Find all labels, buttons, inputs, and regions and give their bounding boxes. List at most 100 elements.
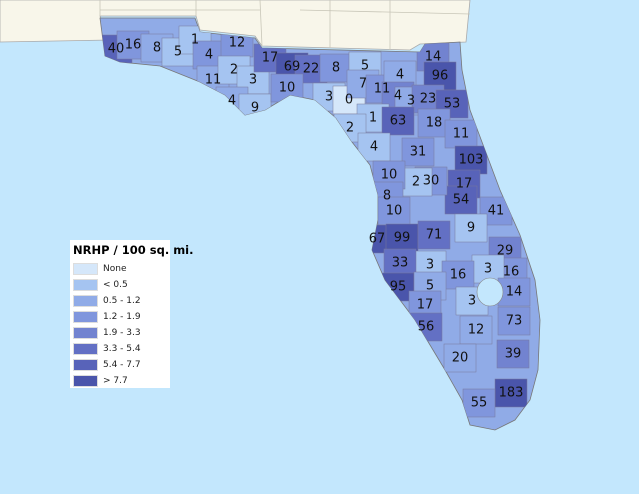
legend-label: 0.5 - 1.2 xyxy=(103,296,141,306)
legend-item: 3.3 - 5.4 xyxy=(73,342,141,356)
county-value-label: 99 xyxy=(394,231,411,246)
county-value-label: 54 xyxy=(453,193,470,208)
county-value-label: 3 xyxy=(249,73,257,88)
county-value-label: 55 xyxy=(471,396,488,411)
county-area xyxy=(454,145,488,175)
legend-swatch xyxy=(73,263,98,275)
county-value-label: 22 xyxy=(303,62,320,77)
county-value-label: 17 xyxy=(417,298,434,313)
county-value-label: 96 xyxy=(432,69,449,84)
county-value-label: 95 xyxy=(390,280,407,295)
county-fills xyxy=(100,25,531,418)
county-value-label: 17 xyxy=(262,51,279,66)
county-value-label: 40 xyxy=(108,42,125,57)
county-value-label: 9 xyxy=(251,101,259,116)
county-value-label: 30 xyxy=(423,174,440,189)
lake-okeechobee xyxy=(476,277,504,307)
county-value-label: 56 xyxy=(418,320,435,335)
county-value-label: 183 xyxy=(499,386,524,401)
legend-item: 0.5 - 1.2 xyxy=(73,294,141,308)
legend-swatch xyxy=(73,343,98,355)
legend-swatch xyxy=(73,295,98,307)
county-value-label: 29 xyxy=(497,244,514,259)
county-value-label: 39 xyxy=(505,347,522,362)
county-value-label: 11 xyxy=(453,127,470,142)
legend-swatch xyxy=(73,359,98,371)
county-value-label: 5 xyxy=(361,59,369,74)
county-area xyxy=(454,213,488,243)
county-value-label: 12 xyxy=(468,323,485,338)
county-value-label: 2 xyxy=(346,121,354,136)
county-value-label: 33 xyxy=(392,256,409,271)
county-area xyxy=(444,119,478,149)
legend-item: 1.2 - 1.9 xyxy=(73,310,141,324)
county-value-label: 14 xyxy=(506,285,523,300)
county-value-label: 8 xyxy=(153,41,161,56)
legend: NRHP / 100 sq. mi. None < 0.5 0.5 - 1.2 1.2… xyxy=(70,240,194,388)
county-value-label: 18 xyxy=(426,116,443,131)
county-value-label: 10 xyxy=(381,168,398,183)
county-value-label: 16 xyxy=(450,268,467,283)
county-area xyxy=(381,106,415,136)
county-value-label: 20 xyxy=(452,351,469,366)
county-value-label: 67 xyxy=(369,232,386,247)
county-area xyxy=(497,306,531,336)
county-area xyxy=(383,248,417,278)
legend-label: 3.3 - 5.4 xyxy=(103,344,141,354)
county-area xyxy=(417,220,451,250)
state-borders xyxy=(99,0,471,50)
county-value-label: 53 xyxy=(444,97,461,112)
county-value-label: 71 xyxy=(426,228,443,243)
county-value-label: 16 xyxy=(503,265,520,280)
legend-item: > 7.7 xyxy=(73,374,128,388)
county-value-label: 1 xyxy=(191,33,199,48)
legend-label: 5.4 - 7.7 xyxy=(103,360,141,370)
legend-item: 5.4 - 7.7 xyxy=(73,358,141,372)
county-value-label: 4 xyxy=(394,89,402,104)
county-value-label: 11 xyxy=(205,73,222,88)
legend-swatch xyxy=(73,327,98,339)
legend-item: None xyxy=(73,262,126,276)
county-value-label: 8 xyxy=(332,61,340,76)
county-value-label: 4 xyxy=(205,48,213,63)
legend-label: > 7.7 xyxy=(103,376,128,386)
county-value-label: 11 xyxy=(374,82,391,97)
county-area xyxy=(443,343,477,373)
county-value-label: 3 xyxy=(426,258,434,273)
county-value-label: 69 xyxy=(284,60,301,75)
county-area xyxy=(357,132,391,162)
legend-label: < 0.5 xyxy=(103,280,128,290)
county-value-label: 41 xyxy=(488,204,505,219)
county-area xyxy=(444,185,478,215)
county-value-label: 3 xyxy=(484,262,492,277)
county-value-label: 0 xyxy=(345,93,353,108)
county-value-label: 4 xyxy=(396,68,404,83)
county-value-label: 73 xyxy=(506,314,523,329)
county-area xyxy=(377,196,411,226)
county-value-label: 3 xyxy=(325,90,333,105)
county-area xyxy=(399,167,433,197)
county-value-label: 12 xyxy=(229,36,246,51)
county-area xyxy=(494,378,528,408)
county-value-label: 14 xyxy=(425,50,442,65)
county-value-label: 2 xyxy=(412,175,420,190)
legend-label: 1.2 - 1.9 xyxy=(103,312,141,322)
county-area xyxy=(497,277,531,307)
legend-item: 1.9 - 3.3 xyxy=(73,326,141,340)
county-value-label: 10 xyxy=(386,204,403,219)
county-value-label: 2 xyxy=(230,63,238,78)
county-value-label: 7 xyxy=(359,77,367,92)
legend-item: < 0.5 xyxy=(73,278,128,292)
county-area xyxy=(462,388,496,418)
legend-swatch xyxy=(73,375,98,387)
county-area xyxy=(496,339,530,369)
county-value-label: 4 xyxy=(370,140,378,155)
county-value-label: 16 xyxy=(125,38,142,53)
legend-title: NRHP / 100 sq. mi. xyxy=(73,243,194,257)
county-value-label: 4 xyxy=(228,94,236,109)
county-area xyxy=(401,137,435,167)
county-value-label: 63 xyxy=(390,114,407,129)
county-value-label: 17 xyxy=(456,177,473,192)
county-area xyxy=(441,260,475,290)
